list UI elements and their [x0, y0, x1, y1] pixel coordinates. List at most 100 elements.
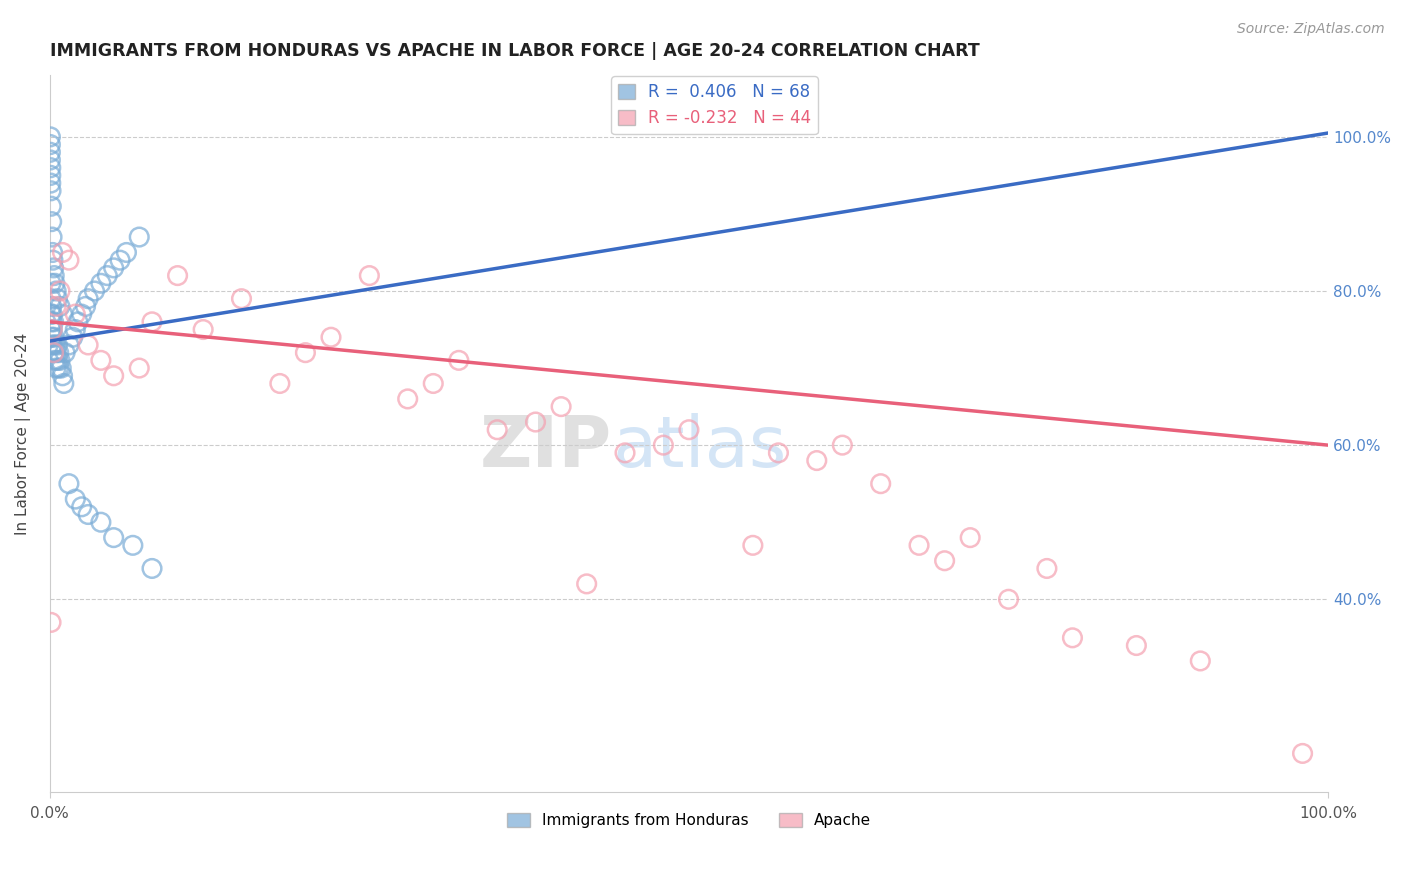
- Point: [41, 330, 63, 344]
- Point: [39, 184, 62, 198]
- Point: [58, 338, 80, 352]
- Point: [46, 353, 69, 368]
- Point: [41, 230, 63, 244]
- Point: [90, 277, 112, 291]
- Point: [103, 260, 125, 275]
- Point: [1291, 747, 1313, 761]
- Point: [44, 268, 66, 283]
- Point: [96, 268, 118, 283]
- Point: [524, 415, 547, 429]
- Point: [39, 277, 62, 291]
- Point: [166, 268, 188, 283]
- Point: [42, 315, 65, 329]
- Point: [575, 577, 598, 591]
- Text: Source: ZipAtlas.com: Source: ZipAtlas.com: [1237, 22, 1385, 37]
- Point: [77, 292, 100, 306]
- Point: [49, 353, 72, 368]
- Point: [319, 330, 342, 344]
- Point: [39, 153, 62, 167]
- Point: [103, 368, 125, 383]
- Text: atlas: atlas: [612, 413, 786, 483]
- Point: [39, 129, 62, 144]
- Point: [294, 345, 316, 359]
- Point: [45, 345, 67, 359]
- Point: [231, 292, 253, 306]
- Point: [45, 300, 67, 314]
- Point: [75, 300, 97, 314]
- Point: [51, 307, 73, 321]
- Point: [65, 492, 87, 507]
- Point: [45, 361, 67, 376]
- Point: [997, 592, 1019, 607]
- Point: [66, 315, 89, 329]
- Point: [869, 476, 891, 491]
- Point: [128, 361, 150, 376]
- Point: [46, 338, 69, 352]
- Point: [103, 531, 125, 545]
- Point: [39, 307, 62, 321]
- Text: IMMIGRANTS FROM HONDURAS VS APACHE IN LABOR FORCE | AGE 20-24 CORRELATION CHART: IMMIGRANTS FROM HONDURAS VS APACHE IN LA…: [49, 42, 980, 60]
- Point: [62, 330, 84, 344]
- Point: [83, 284, 105, 298]
- Point: [768, 446, 790, 460]
- Text: ZIP: ZIP: [479, 413, 612, 483]
- Point: [70, 500, 93, 514]
- Point: [934, 554, 956, 568]
- Point: [58, 253, 80, 268]
- Point: [39, 292, 62, 306]
- Point: [191, 322, 214, 336]
- Point: [678, 423, 700, 437]
- Point: [141, 561, 163, 575]
- Point: [550, 400, 572, 414]
- Point: [51, 361, 73, 376]
- Point: [41, 245, 63, 260]
- Point: [44, 277, 66, 291]
- Point: [70, 307, 93, 321]
- Point: [42, 330, 65, 344]
- Point: [77, 338, 100, 352]
- Point: [1125, 639, 1147, 653]
- Point: [39, 137, 62, 152]
- Point: [90, 515, 112, 529]
- Point: [90, 353, 112, 368]
- Point: [422, 376, 444, 391]
- Point: [41, 307, 63, 321]
- Point: [41, 338, 63, 352]
- Point: [486, 423, 509, 437]
- Point: [51, 245, 73, 260]
- Point: [359, 268, 381, 283]
- Point: [49, 300, 72, 314]
- Point: [41, 322, 63, 336]
- Point: [42, 253, 65, 268]
- Point: [141, 315, 163, 329]
- Point: [44, 353, 66, 368]
- Point: [908, 538, 931, 552]
- Point: [39, 145, 62, 160]
- Point: [1036, 561, 1059, 575]
- Point: [108, 253, 131, 268]
- Point: [53, 345, 76, 359]
- Point: [41, 322, 63, 336]
- Point: [39, 169, 62, 183]
- Point: [65, 307, 87, 321]
- Point: [1189, 654, 1212, 668]
- Y-axis label: In Labor Force | Age 20-24: In Labor Force | Age 20-24: [15, 333, 31, 534]
- Point: [447, 353, 470, 368]
- Point: [52, 376, 75, 391]
- Point: [39, 615, 62, 630]
- Point: [41, 300, 63, 314]
- Point: [396, 392, 419, 406]
- Point: [41, 315, 63, 329]
- Point: [831, 438, 853, 452]
- Point: [806, 453, 828, 467]
- Point: [959, 531, 981, 545]
- Point: [49, 284, 72, 298]
- Legend: Immigrants from Honduras, Apache: Immigrants from Honduras, Apache: [501, 807, 877, 835]
- Point: [128, 230, 150, 244]
- Point: [42, 260, 65, 275]
- Point: [1062, 631, 1084, 645]
- Point: [652, 438, 675, 452]
- Point: [39, 161, 62, 175]
- Point: [741, 538, 763, 552]
- Point: [121, 538, 143, 552]
